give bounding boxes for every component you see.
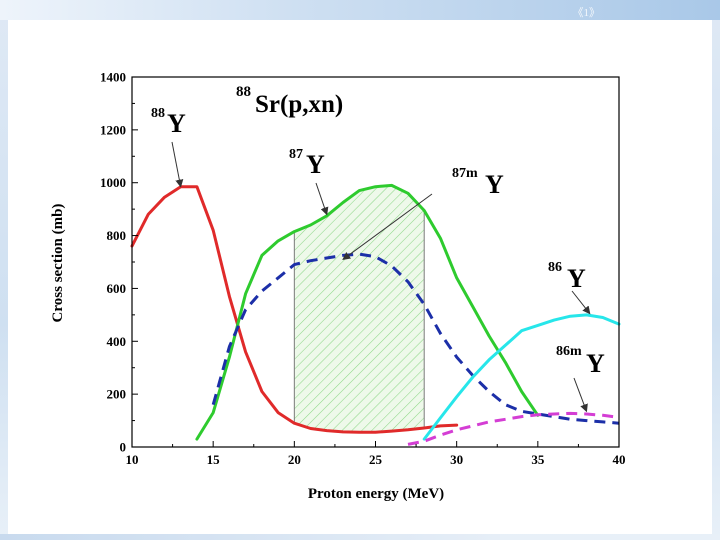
annotation-86mY: 86m Y [556,344,605,413]
annotation-arrow [571,290,591,315]
annotation-arrow [342,193,433,260]
y-tick-label: 1400 [100,70,126,85]
series-line-87mY [211,252,620,425]
slide-footer-strip [0,534,500,540]
slide-header-band [0,0,720,20]
annotation-superscript: 86m [556,344,582,359]
y-tick-label: 400 [107,334,127,349]
y-tick-label: 200 [107,387,127,402]
series-line-88Y [130,185,459,434]
annotation-arrow [573,377,588,413]
annotation-label: Y [167,109,186,138]
x-axis-label: Proton energy (MeV) [308,486,444,502]
series-line-86Y [422,313,621,441]
x-tick-label: 40 [613,452,626,467]
y-tick-label: 600 [107,281,127,296]
chart-title: Sr(p,xn) [255,91,343,118]
y-tick-label: 1000 [100,175,126,190]
x-tick-label: 10 [126,452,139,467]
annotation-86Y: 86 Y [548,260,591,315]
annotation-arrow [171,141,184,188]
y-tick-label: 800 [107,228,127,243]
annotation-superscript: 86 [548,260,562,275]
chart-title-superscript: 88 [236,84,251,100]
x-tick-label: 30 [450,452,463,467]
x-tick-label: 15 [207,452,221,467]
annotation-88Y: 88 Y [151,106,186,188]
series-line-86mY [407,411,620,446]
annotation-label: Y [485,170,504,199]
y-tick-label: 0 [120,440,127,455]
y-axis-label: Cross section (mb) [50,204,66,323]
hatched-energy-window [294,185,425,433]
x-tick-label: 35 [531,452,545,467]
x-tick-label: 25 [369,452,383,467]
page-marker: 《1》 [572,7,601,19]
annotation-label: Y [586,349,605,378]
annotation-superscript: 87 [289,147,303,162]
y-tick-label: 1200 [100,122,126,137]
annotation-87mY: 87m Y [342,166,504,260]
annotation-superscript: 88 [151,106,165,121]
annotation-label: Y [567,264,586,293]
annotation-label: Y [306,150,325,179]
annotation-87Y: 87 Y [289,147,329,216]
series-line-87Y [195,183,540,441]
x-tick-label: 20 [288,452,301,467]
annotation-superscript: 87m [452,166,478,181]
annotation-arrow [315,182,329,216]
